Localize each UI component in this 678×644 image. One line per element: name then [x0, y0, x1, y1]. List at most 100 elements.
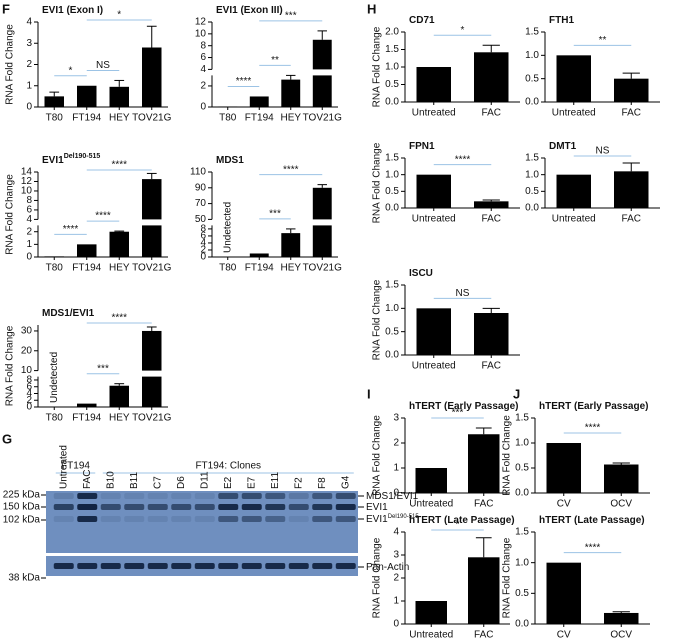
- lane-label: D6: [176, 476, 187, 489]
- y-tick-label: 4: [200, 64, 206, 75]
- bar: [546, 562, 581, 624]
- y-tick-label: 1.5: [515, 527, 529, 538]
- y-tick-label: 1.0: [385, 169, 399, 180]
- panel-label: I: [367, 386, 371, 401]
- bar-segment: [249, 253, 269, 257]
- blot-band: [241, 563, 262, 569]
- significance-label: ***: [452, 408, 464, 419]
- panel-label: F: [2, 1, 10, 16]
- bar: [415, 601, 447, 624]
- bar: [468, 557, 500, 624]
- y-tick-label: 1: [393, 463, 399, 474]
- blot-band: [194, 493, 215, 499]
- band-label: MDS1/EVI1: [366, 491, 419, 502]
- y-tick-label: 1.0: [385, 303, 399, 314]
- lane-label: E11: [270, 472, 281, 489]
- chart-title: EVI1Del190-515: [42, 153, 100, 166]
- bar: [142, 47, 162, 107]
- x-tick-label: Untreated: [412, 108, 456, 119]
- y-tick-label: 10: [21, 186, 33, 197]
- y-tick-label: 110: [190, 167, 206, 178]
- bar: [109, 231, 129, 257]
- bar-segment: [218, 106, 238, 107]
- panel-label: H: [367, 1, 376, 16]
- band-label: Pan-Actin: [366, 562, 409, 573]
- y-axis-label: RNA Fold Change: [372, 415, 383, 496]
- bar: [142, 330, 162, 407]
- y-axis-label: RNA Fold Change: [5, 24, 16, 105]
- x-tick-label: Untreated: [412, 361, 456, 372]
- bar: [614, 78, 649, 102]
- chart-title: FPN1: [409, 141, 435, 152]
- bar-segment: [416, 308, 451, 355]
- significance-label: ****: [95, 211, 111, 222]
- y-tick-label: 1.5: [385, 280, 399, 291]
- y-tick-label: 10: [21, 365, 33, 376]
- error-bar: [114, 383, 125, 386]
- y-axis-label: RNA Fold Change: [372, 537, 383, 618]
- bar: [604, 612, 639, 624]
- bar-segment: [604, 464, 639, 493]
- blot-band: [147, 563, 168, 569]
- band-name: EVI1: [366, 514, 388, 525]
- blot-band: [147, 516, 168, 522]
- band-label: EVI1Del190-515: [366, 514, 419, 525]
- chart-title: EVI1 (Exon I): [42, 5, 103, 16]
- blot-band: [265, 516, 286, 522]
- blot-band: [265, 504, 286, 510]
- chart-title: DMT1: [549, 141, 577, 152]
- bar-segment: [142, 376, 162, 407]
- y-tick-label: 2: [200, 81, 206, 92]
- lane-label: D11: [199, 471, 210, 489]
- x-tick-label: FAC: [622, 214, 641, 225]
- lane-label: E7: [246, 476, 257, 489]
- error-bar: [146, 326, 157, 331]
- x-tick-label: FAC: [482, 108, 501, 119]
- bar-segment: [142, 179, 162, 220]
- blot-band: [77, 504, 98, 510]
- error-bar: [146, 25, 157, 48]
- y-axis-label: RNA Fold Change: [5, 325, 16, 406]
- blot-band: [218, 516, 239, 522]
- bar-segment: [312, 39, 332, 70]
- error-bar: [482, 307, 500, 313]
- y-tick-label: 1: [26, 239, 32, 250]
- x-tick-label: CV: [557, 499, 571, 510]
- x-tick-label: FAC: [482, 214, 501, 225]
- title-text: hTERT (Early Passage): [409, 401, 518, 412]
- bar-segment: [312, 225, 332, 257]
- bar-segment: [44, 256, 64, 257]
- chart-title: CD71: [409, 15, 435, 26]
- blot-band: [288, 493, 309, 499]
- error-bar: [49, 91, 60, 97]
- y-tick-label: 3: [393, 413, 399, 424]
- significance-label: *: [69, 65, 73, 76]
- lane-label: Untreated: [58, 445, 69, 489]
- chart-title: hTERT (Early Passage): [539, 401, 648, 412]
- blot-band: [218, 504, 239, 510]
- x-tick-label: T80: [46, 113, 64, 124]
- x-tick-label: TOV21G: [132, 413, 171, 424]
- lane-label: B11: [129, 472, 140, 489]
- title-text: MDS1: [216, 155, 244, 166]
- chart-title: hTERT (Late Passage): [409, 515, 515, 526]
- band-name: MDS1/EVI1: [366, 491, 419, 502]
- x-tick-label: HEY: [109, 413, 130, 424]
- y-tick-label: 8: [26, 375, 32, 386]
- bar: [415, 468, 447, 493]
- blot-band: [288, 504, 309, 510]
- y-tick-label: 0: [393, 488, 399, 499]
- bar-segment: [604, 612, 639, 624]
- blot-band: [53, 563, 74, 569]
- y-axis-label: RNA Fold Change: [372, 26, 383, 107]
- y-tick-label: 0.5: [525, 186, 539, 197]
- bar-segment: [614, 78, 649, 102]
- y-tick-label: 2: [26, 226, 32, 237]
- bar-segment: [556, 55, 591, 102]
- bar: [312, 39, 332, 107]
- y-tick-label: 0.0: [525, 97, 539, 108]
- y-tick-label: 8: [200, 224, 206, 235]
- y-tick-label: 1.5: [515, 413, 529, 424]
- y-tick-label: 0: [26, 402, 32, 413]
- blot-band: [77, 563, 98, 569]
